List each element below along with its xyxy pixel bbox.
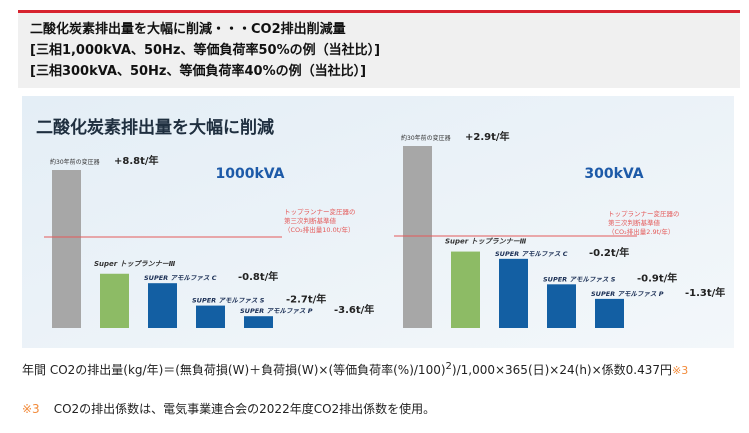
figure-title: 二酸化炭素排出量を大幅に削減 — [36, 117, 274, 138]
annotation-line-0: トップランナー変圧器の — [284, 207, 356, 216]
bar-0 — [403, 146, 432, 328]
category-label-1: Super トップランナーⅢ — [445, 238, 527, 246]
category-label-4: SUPER アモルファス P — [240, 307, 313, 315]
category-label-3: SUPER アモルファス S — [192, 297, 265, 305]
formula-text-b: )/1,000×365(日)×24(h)×係数0.437円 — [451, 363, 673, 377]
category-label-0: 約30年前の変圧器 — [50, 158, 100, 166]
value-label-2: -0.8t/年 — [238, 270, 278, 283]
value-label-0: +8.8t/年 — [114, 154, 159, 167]
annotation-line-1: 第三次判断基準値 — [608, 218, 661, 227]
co2-reduction-figure: 二酸化炭素排出量を大幅に削減 1000kVA 約30年前の変圧器 +8.8t/年 Su… — [22, 96, 734, 348]
header-box: 二酸化炭素排出量を大幅に削減・・・CO2排出削減量 [三相1,000kVA、50… — [18, 13, 740, 88]
header-condition-1000kva: [三相1,000kVA、50Hz、等価負荷率50%の例（当社比）] — [30, 43, 381, 58]
formula-text-a: 年間 CO2の排出量(kg/年)＝(無負荷損(W)＋負荷損(W)×(等価負荷率(… — [22, 363, 446, 377]
bar-0 — [52, 170, 81, 328]
header-title: 二酸化炭素排出量を大幅に削減・・・CO2排出削減量 — [30, 22, 346, 37]
category-label-4: SUPER アモルファス P — [591, 290, 664, 298]
category-label-1: Super トップランナーⅢ — [94, 260, 176, 268]
bar-2 — [499, 258, 528, 328]
footnote-mark: ※3 — [22, 402, 40, 416]
value-label-0: +2.9t/年 — [465, 130, 510, 143]
header-accent-bar — [18, 10, 740, 13]
value-label-2: -0.2t/年 — [589, 246, 629, 259]
category-label-2: SUPER アモルファス C — [495, 250, 568, 258]
annotation-line-2: （CO₂排出量2.9t/年） — [608, 227, 674, 236]
value-label-4: -1.3t/年 — [685, 286, 725, 299]
annotation-line-2: （CO₂排出量10.0t/年） — [284, 225, 354, 234]
value-label-3: -2.7t/年 — [286, 293, 326, 306]
category-label-2: SUPER アモルファス C — [144, 274, 217, 282]
value-label-4: -3.6t/年 — [334, 303, 374, 316]
bar-4 — [595, 298, 624, 328]
category-label-3: SUPER アモルファス S — [543, 275, 616, 283]
bar-1 — [451, 251, 480, 328]
bar-3 — [547, 284, 576, 328]
bar-3 — [196, 305, 225, 328]
value-label-3: -0.9t/年 — [637, 271, 677, 284]
annotation-line-1: 第三次判断基準値 — [284, 216, 337, 225]
annotation-line-0: トップランナー変圧器の — [608, 209, 680, 218]
header-condition-300kva: [三相300kVA、50Hz、等価負荷率40%の例（当社比）] — [30, 64, 367, 79]
chart-panel-300kva: 300kVA 約30年前の変圧器 +2.9t/年 Super トップランナーⅢ SUPE… — [394, 130, 725, 328]
footnote: ※3 CO2の排出係数は、電気事業連合会の2022年度CO2排出係数を使用。 — [22, 400, 435, 417]
formula-footnote-ref: ※3 — [672, 364, 689, 377]
chart-panel-1000kva: 1000kVA 約30年前の変圧器 +8.8t/年 Super トップランナーⅢ SUP… — [44, 154, 374, 328]
panel-title: 1000kVA — [216, 166, 285, 182]
bar-2 — [148, 283, 177, 328]
footnote-text: CO2の排出係数は、電気事業連合会の2022年度CO2排出係数を使用。 — [53, 402, 436, 416]
co2-formula: 年間 CO2の排出量(kg/年)＝(無負荷損(W)＋負荷損(W)×(等価負荷率(… — [22, 361, 688, 378]
bar-1 — [100, 273, 129, 328]
panel-title: 300kVA — [584, 166, 643, 182]
bar-4 — [244, 316, 273, 328]
formula-exponent: 2 — [445, 361, 452, 372]
category-label-0: 約30年前の変圧器 — [401, 134, 451, 142]
